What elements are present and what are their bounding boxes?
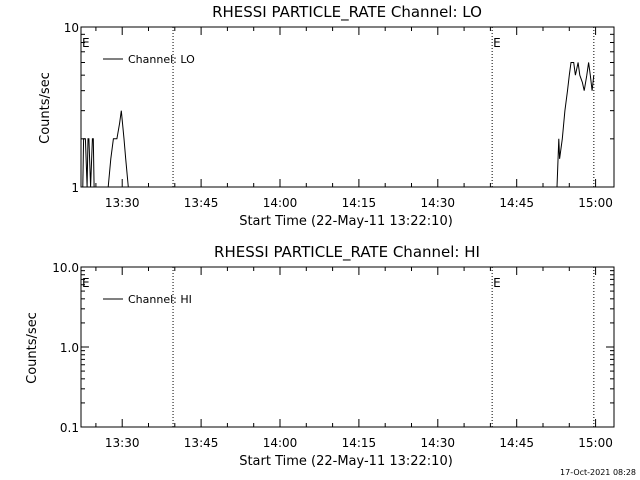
chart-1-legend-label: Channel: LO <box>128 53 195 66</box>
chart-2-axes-frame <box>80 266 615 428</box>
chart-2-xlabel: Start Time (22-May-11 13:22:10) <box>239 454 453 469</box>
chart-1-xtick-label-5: 14:30 <box>420 196 455 210</box>
footer-timestamp: 17-Oct-2021 08:28 <box>560 468 636 477</box>
chart-1-plot-area: E E 13:30 13:45 14:00 14:15 14:30 14:45 15:00 1 10… <box>64 21 615 210</box>
chart-1-xtick-label-6: 14:45 <box>499 196 534 210</box>
chart-2-ytick-label-1: 0.1 <box>60 421 79 435</box>
chart-1-xtick-label-2: 13:45 <box>184 196 219 210</box>
chart-2-xtick-label-3: 14:00 <box>263 436 298 450</box>
chart-2-ytick-label-3: 10.0 <box>52 261 79 275</box>
chart-2-xtick-label-7: 15:00 <box>578 436 613 450</box>
chart-2-legend-label: Channel: HI <box>128 293 192 306</box>
chart-2-plot-area: E E 13:30 13:45 14:00 14:15 14:30 14:45 15:00 0.1… <box>52 261 615 450</box>
chart-2-marker-label-2: E <box>493 276 501 290</box>
chart-1-title: RHESSI PARTICLE_RATE Channel: LO <box>212 3 482 22</box>
chart-1-ylabel: Counts/sec <box>38 72 53 144</box>
chart-2-title: RHESSI PARTICLE_RATE Channel: HI <box>214 243 480 262</box>
chart-2-xtick-label-5: 14:30 <box>420 436 455 450</box>
chart-2-ylabel: Counts/sec <box>25 312 40 384</box>
chart-1-xtick-label-4: 14:15 <box>342 196 377 210</box>
chart-2-xtick-label-1: 13:30 <box>105 436 140 450</box>
chart-1-series-line-1 <box>82 62 595 188</box>
chart-1-xtick-label-7: 15:00 <box>578 196 613 210</box>
chart-2-xtick-label-4: 14:15 <box>342 436 377 450</box>
chart-1-xtick-label-1: 13:30 <box>105 196 140 210</box>
chart-2-xtick-label-6: 14:45 <box>499 436 534 450</box>
chart-1-axes-frame <box>80 26 615 188</box>
chart-2-xtick-label-2: 13:45 <box>184 436 219 450</box>
chart-1-ytick-label-2: 10 <box>64 21 79 35</box>
chart-1-xtick-label-3: 14:00 <box>263 196 298 210</box>
chart-2-ytick-label-2: 1.0 <box>60 341 79 355</box>
chart-1-marker-label-1: E <box>82 36 90 50</box>
chart-1-ytick-label-1: 1 <box>71 181 79 195</box>
chart-1-marker-label-2: E <box>493 36 501 50</box>
chart-2-marker-label-1: E <box>82 276 90 290</box>
chart-1-xlabel: Start Time (22-May-11 13:22:10) <box>239 214 453 229</box>
